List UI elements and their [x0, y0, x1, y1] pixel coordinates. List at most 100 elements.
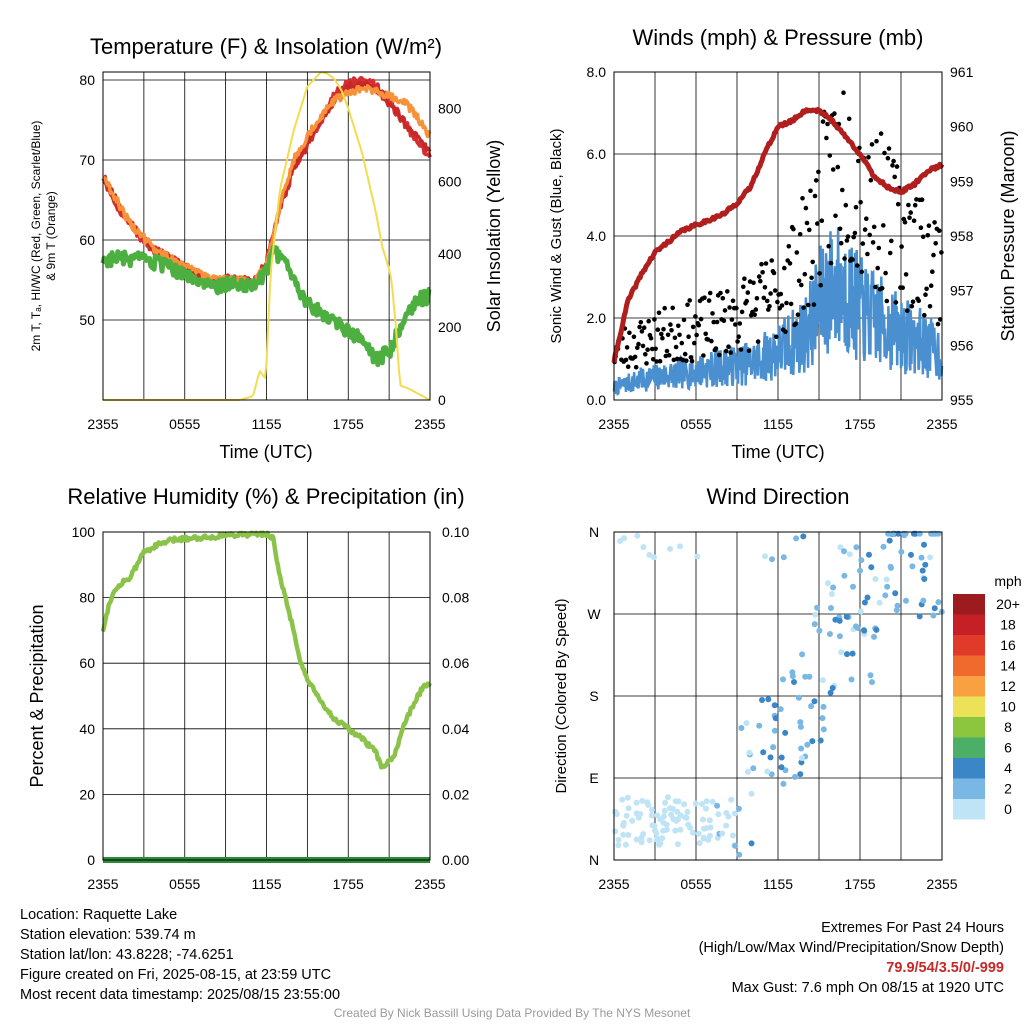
direction-point: [768, 771, 775, 778]
gust-point: [936, 228, 942, 233]
direction-point: [894, 602, 901, 609]
temperature-ylabel-right: Solar Insolation (Yellow): [484, 140, 504, 332]
direction-ytick: W: [587, 606, 601, 622]
direction-point: [703, 798, 710, 805]
direction-point: [882, 592, 889, 599]
gust-point: [832, 111, 837, 116]
temperature-xtick: 1155: [251, 416, 281, 432]
gust-point: [889, 238, 894, 244]
gust-point: [791, 226, 796, 232]
direction-point: [651, 554, 657, 561]
colorbar-swatch: [953, 696, 985, 717]
colorbar-swatch: [953, 655, 985, 676]
gust-point: [784, 300, 789, 306]
gust-point: [746, 348, 752, 354]
colorbar-title: mph: [994, 573, 1021, 589]
gust-point: [718, 290, 723, 296]
gust-point: [763, 261, 769, 266]
direction-point: [826, 631, 833, 637]
winds-ylabel-right: Station Pressure (Maroon): [998, 130, 1018, 341]
direction-point: [884, 583, 891, 590]
temperature-ytick-left: 70: [79, 152, 95, 168]
gust-point: [907, 215, 912, 220]
gust-point: [723, 348, 729, 354]
gust-point: [635, 345, 640, 351]
colorbar-swatch: [953, 799, 985, 820]
direction-point: [830, 584, 837, 591]
direction-point: [675, 798, 682, 805]
humidity-title: Relative Humidity (%) & Precipitation (i…: [67, 484, 464, 509]
colorbar-label: 6: [1004, 740, 1012, 756]
direction-point: [699, 801, 705, 807]
direction-point: [719, 830, 726, 837]
gust-point: [703, 331, 708, 337]
direction-point: [921, 541, 927, 548]
humidity-frame: [102, 531, 431, 861]
gust-point: [729, 317, 735, 322]
gust-point: [910, 299, 916, 305]
gust-point: [869, 142, 875, 147]
direction-point: [829, 685, 836, 691]
gust-point: [662, 305, 667, 311]
gust-point: [644, 361, 649, 366]
gust-point: [698, 316, 704, 322]
direction-point: [808, 703, 815, 710]
direction-point: [771, 702, 778, 709]
location-text: Location: Raquette Lake: [20, 907, 178, 923]
gust-point: [636, 341, 641, 347]
temperature-ytick-left: 60: [79, 232, 95, 248]
gust-point: [674, 356, 680, 362]
direction-point: [820, 703, 827, 710]
direction-point: [638, 839, 645, 846]
direction-point: [748, 790, 755, 797]
gust-point: [900, 285, 905, 291]
colorbar-label: 8: [1004, 719, 1012, 735]
humidity-ytick-left: 40: [79, 721, 95, 737]
direction-point: [871, 633, 877, 640]
gust-point: [638, 320, 644, 325]
direction-point: [909, 563, 916, 570]
gust-point: [657, 358, 663, 364]
gust-point: [935, 321, 941, 327]
direction-point: [645, 801, 652, 808]
direction-point: [857, 608, 864, 615]
gust-point: [631, 334, 637, 340]
gust-point: [797, 232, 803, 237]
gust-point: [782, 265, 787, 271]
gust-point: [772, 288, 778, 293]
gust-point: [918, 225, 924, 230]
gust-point: [903, 272, 909, 277]
direction-point: [850, 583, 856, 590]
gust-point: [835, 164, 841, 170]
direction-point: [921, 576, 928, 582]
gust-point: [788, 301, 794, 307]
direction-xtick: 1155: [763, 876, 793, 892]
direction-point: [797, 719, 804, 726]
humidity-ytick-left: 80: [79, 590, 95, 606]
direction-point: [836, 633, 843, 640]
direction-point: [743, 720, 750, 727]
gust-point: [927, 304, 933, 309]
winds-ytick-left: 0.0: [587, 392, 607, 408]
gust-point: [876, 245, 882, 251]
gust-point: [679, 340, 685, 346]
direction-point: [623, 812, 630, 819]
humidity-ytick-left: 20: [79, 786, 95, 802]
gust-point: [761, 295, 767, 301]
gust-point: [668, 322, 673, 327]
direction-point: [844, 651, 850, 658]
gust-point: [891, 158, 896, 164]
gust-point: [878, 131, 884, 136]
humidity-xtick: 0555: [169, 876, 200, 892]
gust-point: [895, 201, 901, 207]
direction-point: [633, 836, 640, 843]
direction-point: [703, 805, 709, 812]
gust-point: [843, 202, 849, 208]
winds-frame: [613, 71, 943, 401]
gust-point: [648, 335, 654, 341]
direction-point: [640, 544, 647, 551]
direction-ytick: E: [589, 770, 598, 786]
gust-point: [653, 346, 658, 352]
winds-panel: Winds (mph) & Pressure (mb) Sonic Wind &…: [548, 25, 1018, 462]
